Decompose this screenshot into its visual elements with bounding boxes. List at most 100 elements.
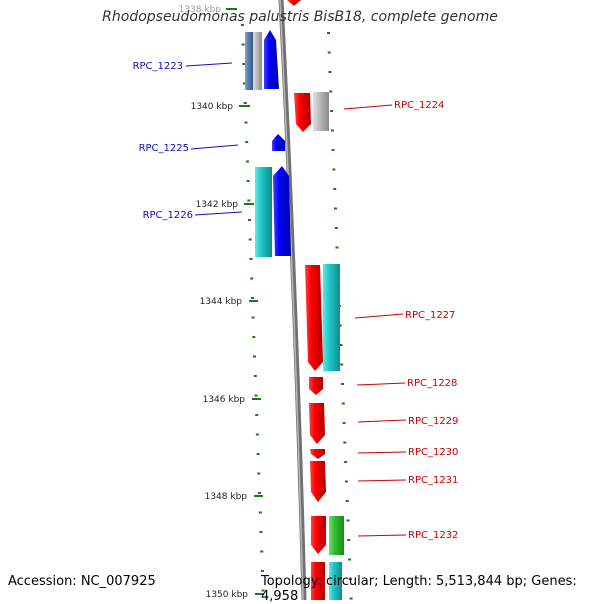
gene-block-green[interactable] [329, 516, 344, 555]
gene-label[interactable]: RPC_1224 [394, 100, 444, 111]
gene-features [245, 0, 344, 600]
gene-label[interactable]: RPC_1227 [405, 310, 455, 321]
tick-dot [243, 102, 247, 104]
leader-line [343, 104, 393, 110]
gene-block-red-partial[interactable] [311, 562, 325, 600]
gene-label[interactable]: RPC_1226 [143, 210, 193, 221]
tick-dot [250, 297, 254, 299]
leader-line [357, 451, 407, 454]
tick-dot [255, 414, 259, 416]
tick-dot [329, 90, 333, 93]
tick-dot [256, 453, 260, 455]
tick-dot [330, 110, 334, 112]
genome-backbone [278, 0, 307, 600]
map-title: Rhodopseudomonas palustris BisB18, compl… [102, 9, 498, 25]
leader-line [194, 211, 243, 216]
gene-labels: RPC_1223 RPC_1224 RPC_1225 RPC_1226 RPC_… [133, 61, 459, 541]
gene-block-steel[interactable] [245, 32, 253, 90]
tick-dot [261, 589, 265, 592]
tick-dot [246, 180, 250, 182]
tick-dot [240, 24, 244, 26]
gene-label[interactable]: RPC_1230 [408, 447, 458, 458]
ruler-label: 1350 kbp [206, 590, 249, 600]
tick-dot [327, 51, 331, 54]
tick-dot [332, 168, 336, 171]
gene-arrow-red[interactable] [311, 516, 326, 554]
tick-dot [334, 207, 337, 210]
gene-arrow-blue[interactable] [273, 166, 291, 256]
tick-dot [248, 219, 251, 221]
gene-arrow-blue[interactable] [272, 134, 285, 151]
tick-dot [344, 480, 348, 483]
tick-dot [342, 422, 346, 424]
leader-lines [185, 62, 407, 537]
gene-label[interactable]: RPC_1229 [408, 416, 458, 427]
tick-dot [345, 500, 349, 502]
tick-dot [253, 355, 256, 358]
tick-dot [348, 578, 352, 580]
gene-label[interactable]: RPC_1225 [139, 143, 189, 154]
tick-dot [244, 121, 248, 124]
tick-dot [340, 363, 344, 366]
gene-fragment-top[interactable] [287, 0, 301, 6]
tick-dot [257, 472, 261, 475]
accession-text: Accession: NC_007925 [8, 574, 156, 589]
tick-dot [251, 316, 255, 319]
leader-line [357, 534, 407, 537]
gene-block-cyan[interactable] [323, 264, 340, 371]
leader-line [190, 144, 239, 150]
ruler-label: 1342 kbp [196, 200, 239, 210]
gene-label[interactable]: RPC_1231 [408, 475, 458, 486]
gene-arrow-red[interactable] [305, 265, 323, 371]
gene-arrow-red[interactable] [309, 377, 323, 395]
gene-block-gray[interactable] [313, 92, 329, 131]
ruler-label: 1346 kbp [203, 395, 246, 405]
ruler: 1338 kbp 1340 kbp 1342 kbp 1344 kbp 1346… [179, 5, 264, 600]
leader-line [357, 479, 407, 482]
gene-arrow-blue[interactable] [264, 30, 279, 89]
gene-block-cyan[interactable] [255, 167, 272, 257]
tick-dot [258, 511, 262, 514]
genome-backbone-highlight [279, 0, 304, 600]
tick-dot [260, 570, 264, 572]
tick-dot [250, 277, 254, 280]
tick-dot [331, 149, 335, 151]
gene-arrow-red[interactable] [310, 449, 325, 459]
gene-arrow-red[interactable] [309, 403, 325, 444]
tick-dot [344, 461, 348, 463]
ruler-label: 1344 kbp [200, 297, 243, 307]
tick-dot [241, 43, 245, 46]
gene-label[interactable]: RPC_1228 [407, 378, 457, 389]
gene-label[interactable]: RPC_1232 [408, 530, 458, 541]
ruler-label: 1348 kbp [205, 492, 248, 502]
tick-dot [254, 394, 258, 397]
gene-arrow-red[interactable] [310, 461, 326, 502]
tick-dot [258, 492, 261, 494]
tick-dot [341, 383, 344, 385]
tick-dot [260, 550, 264, 553]
tick-dot [253, 375, 257, 377]
gene-arrow-red[interactable] [294, 93, 311, 132]
tick-dot [330, 129, 334, 132]
tick-dot [333, 188, 337, 190]
leader-line [185, 62, 233, 67]
leader-line [357, 419, 407, 423]
tick-dot [343, 441, 347, 444]
tick-dot [328, 71, 332, 73]
tick-dot [327, 32, 330, 34]
tick-dot [259, 531, 263, 533]
gene-block-cyan-partial[interactable] [329, 562, 342, 600]
tick-dot [335, 246, 339, 249]
tick-dot [255, 433, 259, 436]
tick-dot [248, 238, 252, 241]
ruler-label: 1338 kbp [179, 5, 222, 15]
gene-block-gray[interactable] [253, 32, 262, 90]
ruler-label: 1340 kbp [191, 102, 234, 112]
tick-dot [349, 597, 353, 600]
tick-dot [245, 141, 249, 143]
gene-label[interactable]: RPC_1223 [133, 61, 183, 72]
tick-dot [338, 324, 342, 327]
tick-dot [348, 558, 351, 561]
leader-line [356, 382, 406, 386]
